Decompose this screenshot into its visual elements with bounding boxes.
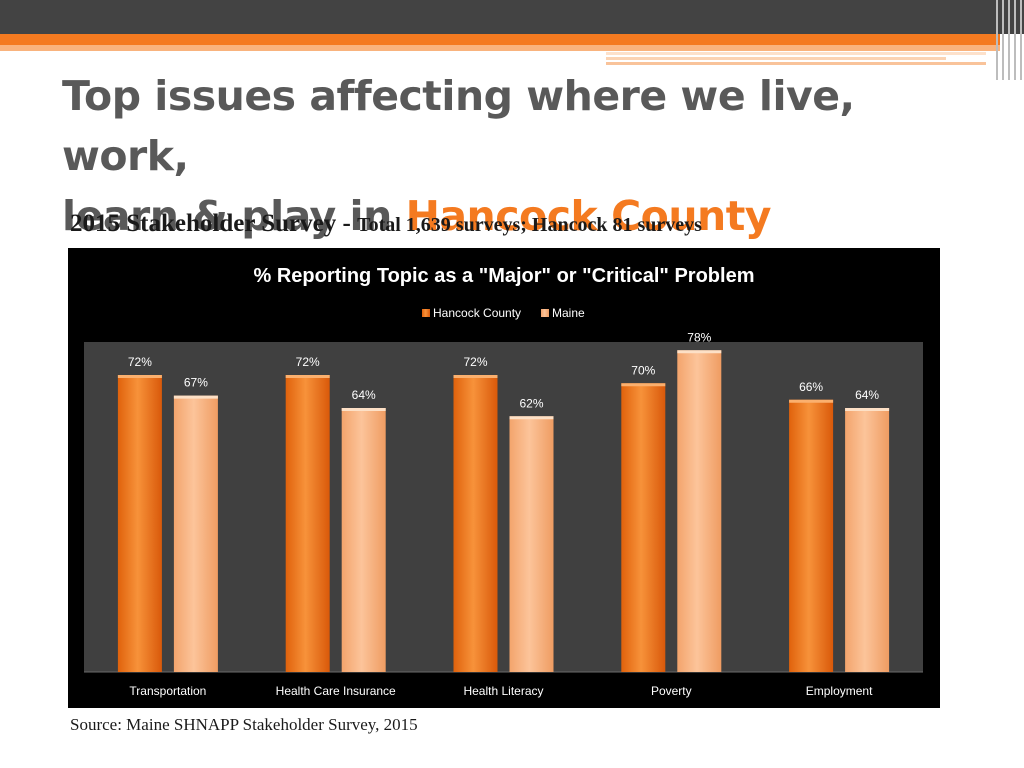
bar-maine (677, 350, 722, 672)
bar-cap-hancock (453, 375, 498, 378)
bar-cap-hancock (117, 375, 162, 378)
bar-maine (173, 395, 218, 672)
bar-hancock (789, 399, 834, 672)
decor-line (606, 62, 986, 65)
title-line-2-prefix: learn & play in (62, 192, 406, 240)
legend-label-hancock: Hancock County (433, 306, 521, 320)
data-label-maine: 78% (687, 330, 711, 344)
data-label-hancock: 72% (128, 355, 152, 369)
data-label-maine: 62% (519, 396, 543, 410)
bar-cap-maine (341, 408, 386, 411)
bar-maine (509, 416, 554, 672)
bar-hancock (621, 383, 666, 672)
data-label-maine: 67% (184, 376, 208, 390)
slide-title: Top issues affecting where we live, work… (62, 66, 982, 246)
bar-chart: % Reporting Topic as a "Major" or "Criti… (84, 265, 923, 698)
title-line-1: Top issues affecting where we live, work… (62, 72, 855, 180)
title-highlight: Hancock County (405, 192, 772, 240)
bar-cap-hancock (789, 399, 834, 403)
subtitle-main: 2015 Stakeholder Survey - (70, 210, 358, 237)
decor-line (606, 52, 986, 55)
legend-label-maine: Maine (552, 306, 585, 320)
bar-cap-hancock (285, 375, 330, 378)
bar-hancock (453, 375, 498, 672)
x-tick-label: Transportation (129, 684, 206, 698)
decor-line (606, 57, 946, 60)
bar-maine (341, 408, 386, 672)
data-label-maine: 64% (352, 388, 376, 402)
bar-cap-maine (509, 416, 554, 420)
x-tick-label: Health Care Insurance (276, 684, 396, 698)
data-label-hancock: 70% (631, 363, 655, 377)
bar-cap-maine (845, 408, 890, 411)
data-label-hancock: 66% (799, 380, 823, 394)
x-tick-label: Poverty (651, 684, 692, 698)
bar-cap-maine (677, 350, 722, 354)
bar-cap-maine (173, 395, 218, 399)
source-note: Source: Maine SHNAPP Stakeholder Survey,… (70, 715, 418, 734)
subtitle-detail: Total 1,639 surveys; Hancock 81 surveys (357, 214, 702, 236)
accent-stripe-light (0, 45, 1000, 51)
title-line-2: learn & play in Hancock County (62, 186, 982, 246)
legend-swatch-hancock (422, 309, 430, 317)
top-banner (0, 0, 1024, 34)
bar-hancock (117, 375, 162, 672)
bar-maine (845, 408, 890, 672)
slide-subtitle: 2015 Stakeholder Survey - Total 1,639 su… (70, 210, 970, 238)
chart-title: % Reporting Topic as a "Major" or "Criti… (254, 265, 755, 287)
data-label-hancock: 72% (296, 355, 320, 369)
data-label-maine: 64% (855, 388, 879, 402)
data-label-hancock: 72% (463, 355, 487, 369)
bar-hancock (285, 375, 330, 672)
x-tick-label: Employment (806, 684, 873, 698)
plot-area (84, 342, 923, 672)
decor-vertical-lines (994, 0, 1024, 80)
accent-stripe (0, 34, 1000, 45)
bar-cap-hancock (621, 383, 666, 387)
chart-container: % Reporting Topic as a "Major" or "Criti… (68, 248, 940, 708)
legend-swatch-maine (541, 309, 549, 317)
x-tick-label: Health Literacy (463, 684, 543, 698)
